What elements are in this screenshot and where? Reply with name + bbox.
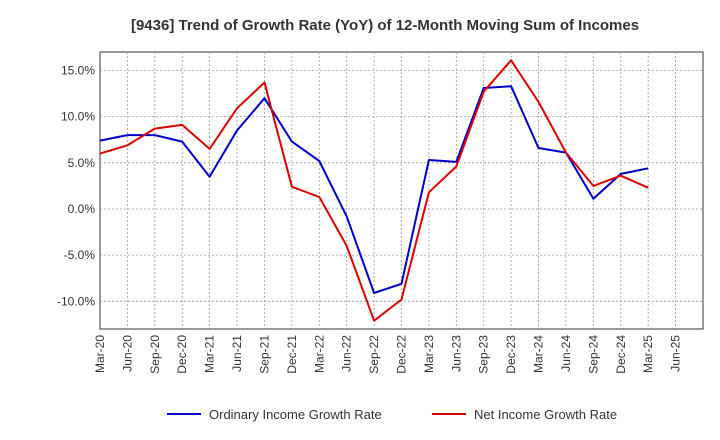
x-tick-label: Sep-21: [257, 335, 271, 374]
y-tick-label: 15.0%: [61, 63, 95, 77]
x-tick-label: Mar-25: [641, 335, 655, 373]
y-tick-label: 10.0%: [61, 110, 95, 124]
x-tick-label: Jun-23: [449, 335, 463, 372]
x-tick-label: Jun-25: [669, 335, 683, 372]
x-tick-label: Dec-20: [175, 335, 189, 374]
ordinary-income-growth-line: [99, 85, 649, 294]
legend-label: Ordinary Income Growth Rate: [209, 407, 382, 422]
legend: Ordinary Income Growth Rate Net Income Gr…: [167, 407, 617, 422]
chart-title: [9436] Trend of Growth Rate (YoY) of 12-…: [131, 17, 639, 34]
net-income-growth-line: [99, 59, 649, 322]
y-tick-label: 0.0%: [68, 202, 96, 216]
x-tick-label: Sep-23: [477, 335, 491, 374]
y-tick-label: -10.0%: [57, 294, 95, 308]
legend-label: Net Income Growth Rate: [474, 407, 617, 422]
x-tick-label: Jun-20: [120, 335, 134, 372]
y-tick-label: -5.0%: [64, 248, 96, 262]
x-tick-label: Jun-21: [230, 335, 244, 372]
x-tick-label: Mar-21: [203, 335, 217, 373]
x-tick-label: Dec-21: [285, 335, 299, 374]
x-tick-label: Sep-24: [586, 335, 600, 374]
x-tick-label: Sep-22: [367, 335, 381, 374]
x-tick-label: Dec-24: [614, 335, 628, 374]
x-tick-label: Jun-22: [340, 335, 354, 372]
x-tick-label: Sep-20: [148, 335, 162, 374]
x-tick-label: Mar-23: [422, 335, 436, 373]
horizontal-gridlines: [100, 70, 703, 302]
x-tick-label: Mar-22: [312, 335, 326, 373]
x-tick-label: Mar-20: [93, 335, 107, 373]
x-tick-label: Mar-24: [532, 335, 546, 373]
x-tick-label: Dec-22: [395, 335, 409, 374]
x-tick-label: Dec-23: [504, 335, 518, 374]
y-axis-tick-labels: 15.0% 10.0% 5.0% 0.0% -5.0% -10.0%: [57, 63, 95, 308]
x-tick-label: Jun-24: [559, 335, 573, 372]
x-axis-tick-labels: Mar-20 Jun-20 Sep-20 Dec-20 Mar-21 Jun-21 Sep-…: [93, 335, 683, 374]
y-tick-label: 5.0%: [68, 156, 96, 170]
series-lines: [99, 59, 649, 322]
